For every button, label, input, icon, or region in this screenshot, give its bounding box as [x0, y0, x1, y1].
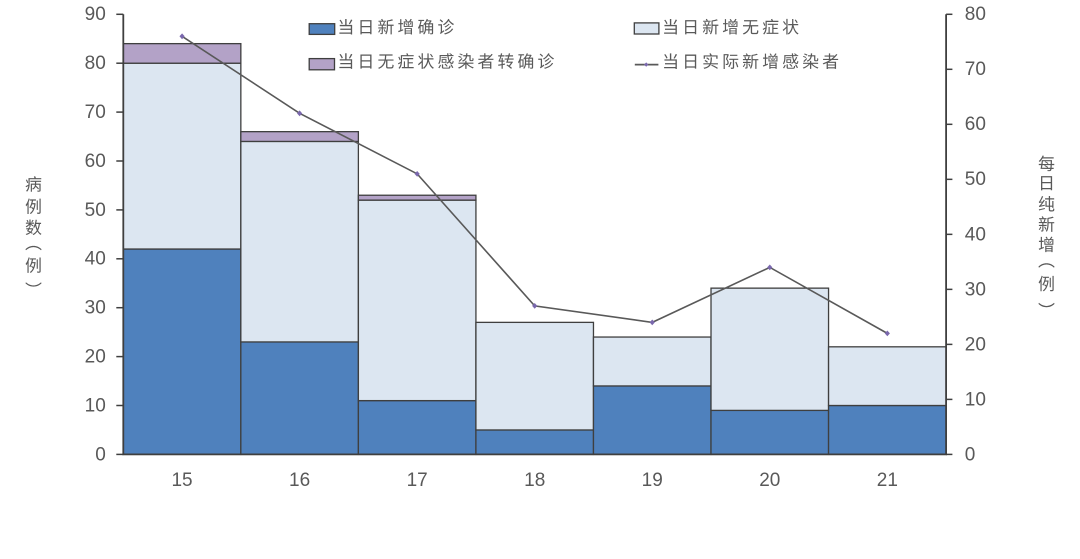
svg-text:19: 19 [642, 470, 663, 491]
svg-text:80: 80 [85, 53, 106, 74]
svg-text:0: 0 [965, 444, 976, 465]
svg-text:40: 40 [85, 249, 106, 270]
svg-text:17: 17 [407, 470, 428, 491]
svg-text:60: 60 [85, 151, 106, 172]
svg-text:90: 90 [85, 4, 106, 25]
svg-text:30: 30 [965, 279, 986, 300]
svg-text:70: 70 [965, 59, 986, 80]
svg-text:15: 15 [171, 470, 192, 491]
svg-text:21: 21 [877, 470, 898, 491]
svg-text:50: 50 [965, 169, 986, 190]
svg-text:20: 20 [965, 334, 986, 355]
svg-text:10: 10 [965, 389, 986, 410]
svg-text:30: 30 [85, 298, 106, 319]
svg-text:18: 18 [524, 470, 545, 491]
svg-text:50: 50 [85, 200, 106, 221]
svg-text:40: 40 [965, 224, 986, 245]
svg-text:20: 20 [85, 347, 106, 368]
svg-text:80: 80 [965, 4, 986, 25]
svg-text:10: 10 [85, 395, 106, 416]
svg-text:20: 20 [759, 470, 780, 491]
svg-text:60: 60 [965, 114, 986, 135]
svg-text:70: 70 [85, 102, 106, 123]
svg-text:16: 16 [289, 470, 310, 491]
svg-text:0: 0 [95, 444, 106, 465]
